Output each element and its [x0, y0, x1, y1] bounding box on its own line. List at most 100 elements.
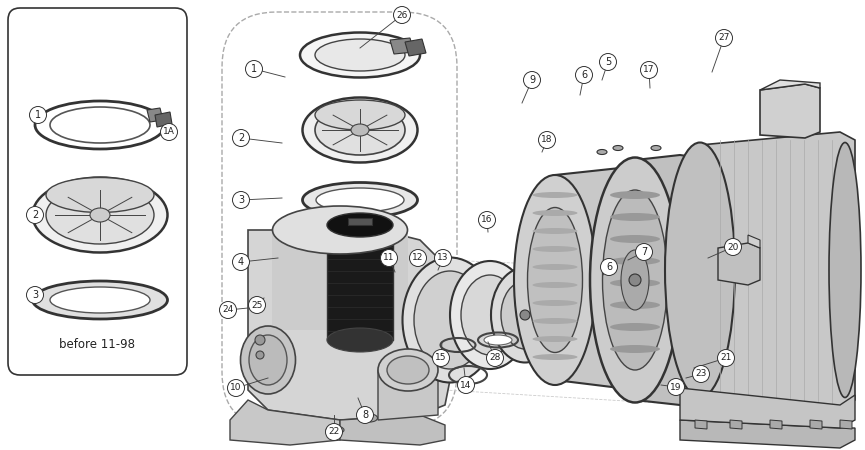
Ellipse shape — [501, 281, 549, 349]
Text: 19: 19 — [670, 382, 682, 392]
Text: 3: 3 — [238, 195, 244, 205]
Circle shape — [458, 377, 475, 393]
Ellipse shape — [533, 192, 578, 198]
Ellipse shape — [610, 213, 660, 221]
Ellipse shape — [610, 323, 660, 331]
Text: 12: 12 — [413, 253, 424, 262]
Polygon shape — [348, 218, 372, 225]
Text: 1: 1 — [251, 64, 257, 74]
Ellipse shape — [300, 32, 420, 77]
Ellipse shape — [90, 208, 110, 222]
Text: 25: 25 — [252, 301, 263, 310]
Ellipse shape — [303, 183, 418, 217]
Text: 3: 3 — [32, 290, 38, 300]
Ellipse shape — [303, 98, 418, 162]
Ellipse shape — [514, 175, 596, 385]
Polygon shape — [635, 155, 700, 405]
Ellipse shape — [249, 335, 287, 385]
Circle shape — [434, 249, 452, 266]
Ellipse shape — [240, 326, 296, 394]
Polygon shape — [340, 415, 445, 445]
Circle shape — [640, 62, 657, 78]
Text: 24: 24 — [222, 306, 234, 315]
Text: 28: 28 — [490, 354, 501, 363]
Text: 9: 9 — [529, 75, 535, 85]
Ellipse shape — [316, 188, 404, 212]
Polygon shape — [555, 168, 640, 388]
Ellipse shape — [33, 177, 168, 252]
Ellipse shape — [651, 145, 661, 150]
Text: 22: 22 — [329, 428, 340, 436]
Text: 15: 15 — [435, 354, 446, 363]
Circle shape — [233, 130, 249, 147]
Circle shape — [432, 350, 450, 366]
Circle shape — [717, 350, 734, 366]
Ellipse shape — [315, 100, 405, 130]
Ellipse shape — [829, 143, 861, 397]
Ellipse shape — [362, 414, 377, 422]
Ellipse shape — [46, 177, 154, 212]
Ellipse shape — [315, 105, 405, 155]
Ellipse shape — [414, 271, 486, 369]
Ellipse shape — [533, 282, 578, 288]
Polygon shape — [760, 80, 820, 90]
Text: 21: 21 — [721, 354, 732, 363]
Text: 2: 2 — [32, 210, 38, 220]
Polygon shape — [147, 108, 163, 122]
Circle shape — [248, 297, 266, 314]
Circle shape — [600, 258, 618, 275]
Ellipse shape — [603, 190, 668, 370]
Text: 6: 6 — [606, 262, 612, 272]
Polygon shape — [680, 420, 855, 448]
Ellipse shape — [528, 207, 582, 352]
Polygon shape — [405, 39, 426, 56]
Text: 20: 20 — [727, 243, 739, 252]
Circle shape — [356, 406, 374, 423]
Circle shape — [325, 423, 343, 441]
Circle shape — [715, 30, 733, 46]
Circle shape — [599, 54, 617, 71]
Text: 26: 26 — [396, 10, 407, 19]
Circle shape — [27, 207, 43, 224]
Polygon shape — [680, 388, 855, 428]
Ellipse shape — [533, 318, 578, 324]
Polygon shape — [840, 420, 852, 429]
Circle shape — [233, 192, 249, 208]
Circle shape — [668, 378, 684, 396]
Ellipse shape — [590, 158, 680, 402]
Ellipse shape — [533, 228, 578, 234]
Polygon shape — [248, 230, 450, 420]
Text: 2: 2 — [238, 133, 244, 143]
Ellipse shape — [520, 310, 530, 320]
Text: 5: 5 — [605, 57, 612, 67]
Ellipse shape — [272, 206, 407, 254]
Ellipse shape — [613, 145, 623, 150]
Text: 1: 1 — [35, 110, 41, 120]
FancyBboxPatch shape — [8, 8, 187, 375]
Text: 4: 4 — [238, 257, 244, 267]
Ellipse shape — [387, 356, 429, 384]
Polygon shape — [378, 370, 438, 420]
Polygon shape — [748, 235, 760, 248]
Text: 13: 13 — [437, 253, 449, 262]
Circle shape — [725, 238, 741, 256]
Circle shape — [575, 67, 593, 84]
Ellipse shape — [351, 124, 369, 136]
Polygon shape — [700, 132, 855, 408]
Ellipse shape — [533, 300, 578, 306]
Circle shape — [486, 350, 503, 366]
Ellipse shape — [50, 287, 150, 313]
Ellipse shape — [610, 235, 660, 243]
Ellipse shape — [533, 336, 578, 342]
Text: 10: 10 — [230, 383, 241, 392]
Ellipse shape — [533, 354, 578, 360]
Ellipse shape — [629, 274, 641, 286]
Ellipse shape — [610, 279, 660, 287]
Ellipse shape — [484, 335, 512, 345]
Text: 7: 7 — [641, 247, 647, 257]
Ellipse shape — [33, 281, 168, 319]
Circle shape — [27, 287, 43, 303]
Ellipse shape — [450, 261, 530, 369]
Polygon shape — [695, 420, 707, 429]
Polygon shape — [230, 400, 340, 445]
